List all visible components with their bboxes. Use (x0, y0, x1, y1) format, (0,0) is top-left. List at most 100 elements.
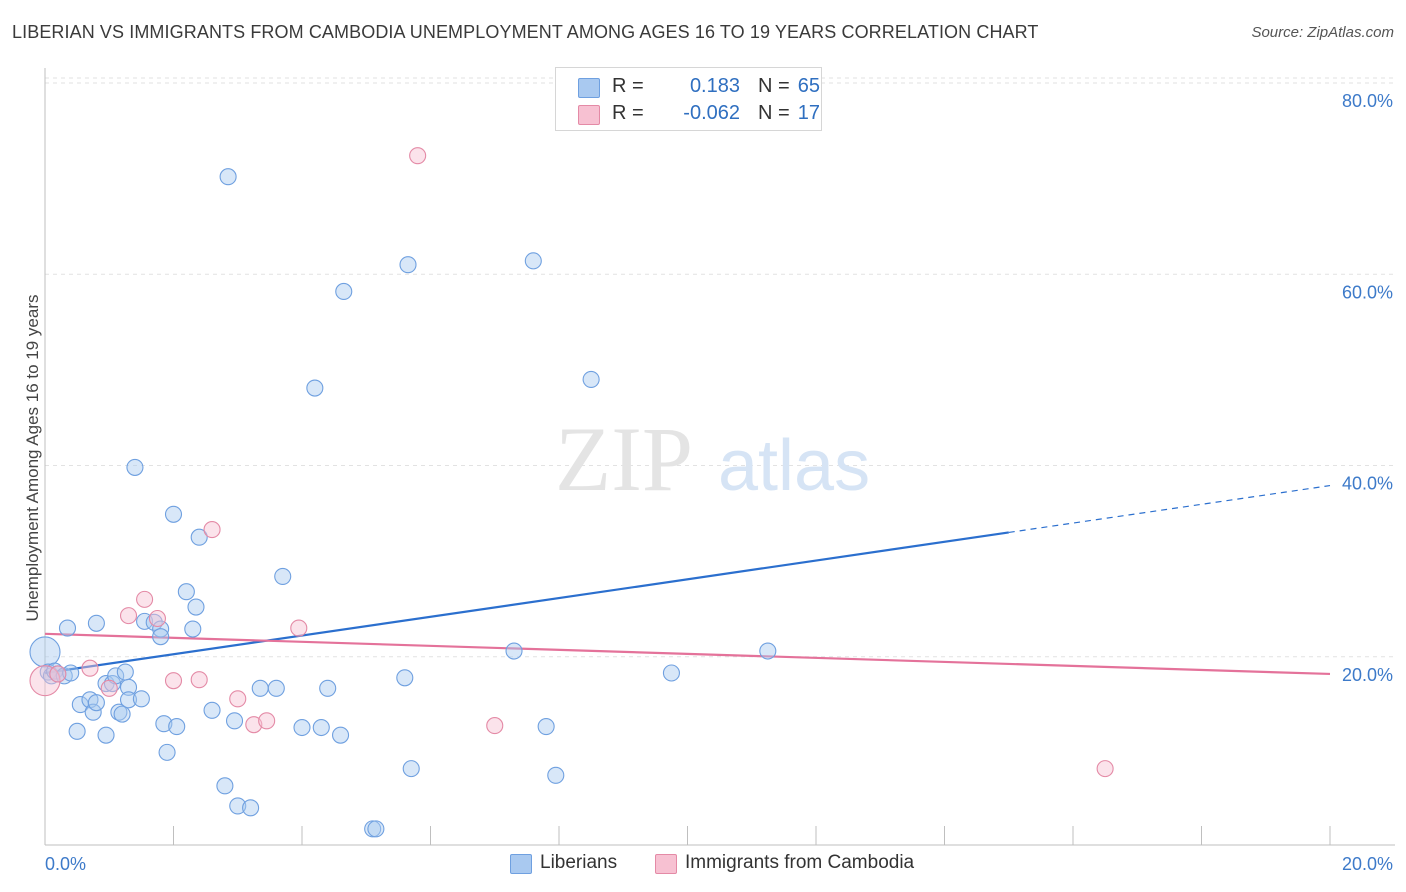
source-note: Source: ZipAtlas.com (1251, 24, 1394, 41)
point-liberians (184, 620, 202, 638)
point-liberians (312, 718, 330, 737)
trend-line-cambodia (44, 632, 1331, 676)
point-liberians (152, 628, 170, 646)
point-liberians (367, 820, 385, 838)
watermark-zip: ZIP (555, 408, 693, 510)
point-liberians (402, 760, 420, 778)
point-liberians (58, 619, 77, 637)
legend-r-value: 0.183 (689, 75, 740, 97)
point-cambodia (148, 609, 166, 628)
point-liberians (158, 743, 176, 761)
point-liberians (251, 679, 269, 697)
point-liberians (190, 528, 208, 546)
point-liberians (177, 583, 195, 601)
legend-n-value: 65 (797, 75, 820, 97)
axes (44, 68, 1395, 846)
y-tick-label: 60.0% (1342, 282, 1393, 302)
x-tick-label: 20.0% (1342, 854, 1393, 874)
y-axis-label: Unemployment Among Ages 16 to 19 years (23, 295, 42, 622)
point-liberians (87, 694, 105, 712)
point-liberians (335, 282, 353, 301)
point-liberians (293, 718, 311, 737)
point-liberians (759, 642, 777, 660)
point-liberians (396, 669, 414, 687)
watermark-atlas: atlas (718, 426, 870, 506)
point-liberians (216, 777, 234, 795)
point-cambodia (229, 690, 247, 708)
point-liberians (203, 701, 221, 719)
legend-swatch-liberians (578, 78, 600, 98)
point-liberians (524, 252, 542, 270)
point-cambodia (245, 716, 263, 734)
point-liberians (399, 256, 417, 274)
point-cambodia (81, 659, 99, 677)
point-liberians (164, 505, 183, 523)
point-liberians (225, 712, 244, 730)
point-cambodia (164, 672, 183, 690)
point-cambodia (486, 717, 504, 735)
legend-n-label: N = (758, 75, 790, 97)
point-liberians (97, 726, 115, 744)
point-liberians (168, 718, 186, 736)
legend-n-value: 17 (797, 102, 820, 124)
point-liberians (29, 636, 61, 668)
gridlines (45, 77, 1395, 658)
point-liberians (132, 690, 150, 708)
point-cambodia (136, 590, 154, 608)
point-liberians (84, 703, 102, 721)
y-tick-label: 20.0% (1342, 665, 1393, 685)
point-liberians (187, 598, 205, 616)
point-cambodia (203, 521, 221, 539)
stats-legend: R = 0.183 N = 65 R = -0.062 N = 17 (555, 67, 822, 131)
legend-swatch-cambodia (578, 105, 600, 125)
point-liberians (119, 678, 138, 696)
point-liberians (229, 797, 247, 815)
point-liberians (267, 679, 285, 697)
point-liberians (116, 663, 134, 681)
point-liberians (113, 705, 131, 723)
chart-title: LIBERIAN VS IMMIGRANTS FROM CAMBODIA UNE… (12, 22, 1039, 42)
x-tick-label: 0.0% (45, 854, 86, 874)
x-tick-labels: 0.0% 20.0% (45, 854, 1393, 874)
point-cambodia (49, 665, 67, 683)
data-points (29, 147, 1114, 838)
point-liberians (505, 642, 523, 660)
series-swatch-cambodia (655, 854, 677, 874)
trend-lines (44, 484, 1331, 676)
point-cambodia (290, 619, 308, 637)
trend-line-liberians-extension (1008, 484, 1331, 534)
legend-r-value: -0.062 (683, 102, 740, 124)
point-liberians (87, 614, 105, 632)
series-label-liberians: Liberians (540, 852, 618, 873)
point-cambodia (29, 665, 61, 697)
point-liberians (126, 458, 144, 476)
point-liberians (662, 664, 680, 682)
point-liberians (119, 691, 138, 709)
point-liberians (155, 715, 173, 733)
point-liberians (547, 766, 565, 784)
series-swatch-liberians (510, 854, 532, 874)
point-liberians (582, 370, 600, 388)
y-tick-label: 40.0% (1342, 474, 1393, 494)
point-cambodia (409, 147, 427, 165)
legend-r-label: R = (612, 75, 644, 97)
point-liberians (62, 664, 80, 682)
y-tick-labels: 20.0% 40.0% 60.0% 80.0% (1342, 91, 1393, 685)
point-cambodia (1096, 760, 1114, 778)
series-label-cambodia: Immigrants from Cambodia (685, 852, 915, 873)
point-cambodia (119, 607, 138, 625)
point-liberians (537, 718, 555, 736)
y-tick-label: 80.0% (1342, 91, 1393, 111)
trend-line-liberians (44, 531, 1009, 675)
point-cambodia (258, 712, 276, 730)
legend-n-label: N = (758, 102, 790, 124)
point-cambodia (100, 679, 118, 697)
point-liberians (319, 679, 337, 697)
point-liberians (242, 799, 260, 817)
watermark: ZIP atlas (555, 408, 870, 510)
point-liberians (219, 168, 237, 186)
point-liberians (331, 726, 350, 744)
point-cambodia (190, 671, 208, 689)
legend-r-label: R = (612, 102, 644, 124)
